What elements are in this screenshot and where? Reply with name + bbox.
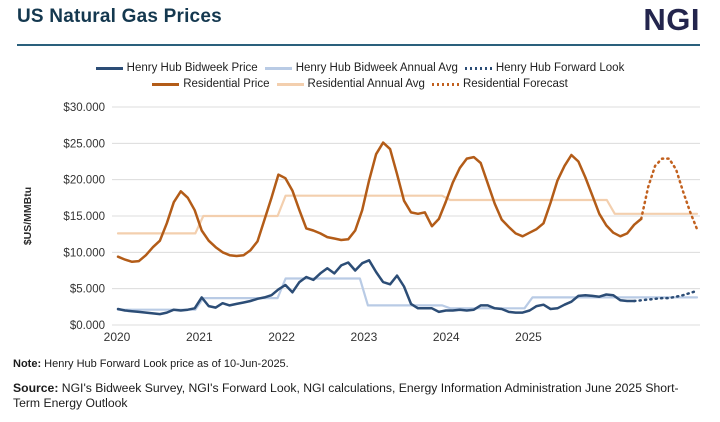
- chart-legend: Henry Hub Bidweek Price Henry Hub Bidwee…: [0, 60, 720, 92]
- y-tick-label: $10.000: [63, 247, 105, 259]
- x-tick-label: 2022: [268, 330, 295, 344]
- x-tick-label: 2023: [351, 330, 378, 344]
- legend-label: Henry Hub Forward Look: [495, 62, 625, 74]
- legend-item-residential-annual-avg: Residential Annual Avg: [276, 78, 425, 90]
- y-tick-label: $25.000: [63, 138, 105, 150]
- legend-label: Henry Hub Bidweek Price: [126, 62, 258, 74]
- line-swatch-solid-navy-icon: [95, 66, 123, 70]
- line-swatch-dotted-orange-icon: [431, 82, 459, 86]
- legend-item-residential-price: Residential Price: [152, 78, 270, 90]
- page-title: US Natural Gas Prices: [17, 6, 222, 27]
- y-tick-label: $0.000: [70, 320, 105, 332]
- header-divider: [17, 44, 700, 46]
- y-axis-title: $US/MMBtu: [22, 186, 34, 246]
- y-tick-label: $15.000: [63, 211, 105, 223]
- series-line-res_price: [116, 141, 643, 264]
- x-tick-label: 2025: [515, 330, 542, 344]
- series-line-res_forecast: [639, 157, 699, 231]
- ngi-logo: NGI: [643, 2, 700, 37]
- y-tick-label: $5.000: [70, 284, 105, 296]
- legend-item-henry-hub-bidweek-price: Henry Hub Bidweek Price: [95, 62, 258, 74]
- x-tick-label: 2020: [104, 330, 131, 344]
- line-swatch-solid-lightblue-icon: [264, 66, 292, 70]
- legend-label: Residential Forecast: [462, 78, 568, 90]
- note-label: Note:: [13, 358, 42, 370]
- source-text: NGI's Bidweek Survey, NGI's Forward Look…: [13, 381, 679, 410]
- chart-note: Note: Henry Hub Forward Look price as of…: [13, 358, 289, 370]
- legend-row-1: Henry Hub Bidweek Price Henry Hub Bidwee…: [0, 60, 720, 76]
- legend-item-residential-forecast: Residential Forecast: [431, 78, 568, 90]
- chart-source: Source: NGI's Bidweek Survey, NGI's Forw…: [13, 381, 685, 411]
- x-tick-label: 2024: [433, 330, 460, 344]
- line-swatch-dotted-navy-icon: [464, 66, 492, 70]
- legend-label: Residential Annual Avg: [307, 78, 425, 90]
- legend-item-henry-hub-annual-avg: Henry Hub Bidweek Annual Avg: [264, 62, 458, 74]
- series-line-hh_forward: [632, 289, 699, 303]
- legend-item-henry-hub-forward-look: Henry Hub Forward Look: [464, 62, 625, 74]
- series-line-hh_avg: [116, 277, 699, 311]
- y-tick-label: $20.000: [63, 175, 105, 187]
- x-tick-label: 2021: [186, 330, 213, 344]
- legend-label: Henry Hub Bidweek Annual Avg: [295, 62, 458, 74]
- series-line-hh_bidweek: [116, 259, 636, 316]
- y-tick-label: $30.000: [63, 102, 105, 114]
- legend-row-2: Residential Price Residential Annual Avg…: [0, 76, 720, 92]
- line-swatch-solid-orange-icon: [152, 82, 180, 86]
- source-label: Source:: [13, 381, 59, 395]
- legend-label: Residential Price: [183, 78, 270, 90]
- line-swatch-solid-lightorange-icon: [276, 82, 304, 86]
- note-text: Henry Hub Forward Look price as of 10-Ju…: [41, 358, 289, 370]
